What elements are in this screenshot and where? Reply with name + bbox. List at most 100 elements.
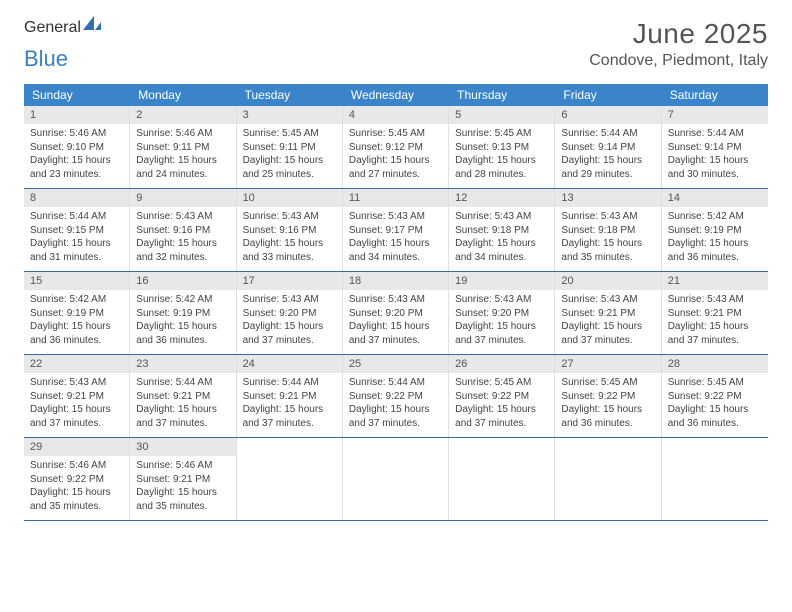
day-details: Sunrise: 5:42 AMSunset: 9:19 PMDaylight:… (662, 207, 768, 268)
daylight-line: Daylight: 15 hours and 36 minutes. (136, 320, 229, 347)
sunset-line: Sunset: 9:20 PM (243, 307, 336, 321)
calendar-cell: 24Sunrise: 5:44 AMSunset: 9:21 PMDayligh… (237, 355, 343, 437)
calendar-week: 29Sunrise: 5:46 AMSunset: 9:22 PMDayligh… (24, 438, 768, 521)
day-details: Sunrise: 5:43 AMSunset: 9:21 PMDaylight:… (24, 373, 129, 434)
day-number: 29 (24, 438, 129, 456)
calendar-cell (343, 438, 449, 520)
sunrise-line: Sunrise: 5:43 AM (455, 210, 548, 224)
daylight-line: Daylight: 15 hours and 35 minutes. (561, 237, 654, 264)
day-details: Sunrise: 5:43 AMSunset: 9:16 PMDaylight:… (130, 207, 235, 268)
calendar-cell: 26Sunrise: 5:45 AMSunset: 9:22 PMDayligh… (449, 355, 555, 437)
sunset-line: Sunset: 9:18 PM (455, 224, 548, 238)
location: Condove, Piedmont, Italy (589, 52, 768, 70)
sunset-line: Sunset: 9:10 PM (30, 141, 123, 155)
day-details: Sunrise: 5:44 AMSunset: 9:14 PMDaylight:… (555, 124, 660, 185)
daylight-line: Daylight: 15 hours and 36 minutes. (30, 320, 123, 347)
calendar-cell: 9Sunrise: 5:43 AMSunset: 9:16 PMDaylight… (130, 189, 236, 271)
day-details: Sunrise: 5:45 AMSunset: 9:22 PMDaylight:… (662, 373, 768, 434)
day-number: 30 (130, 438, 235, 456)
day-details: Sunrise: 5:42 AMSunset: 9:19 PMDaylight:… (130, 290, 235, 351)
daylight-line: Daylight: 15 hours and 29 minutes. (561, 154, 654, 181)
day-number: 16 (130, 272, 235, 290)
day-details: Sunrise: 5:46 AMSunset: 9:22 PMDaylight:… (24, 456, 129, 517)
sunset-line: Sunset: 9:13 PM (455, 141, 548, 155)
calendar-week: 22Sunrise: 5:43 AMSunset: 9:21 PMDayligh… (24, 355, 768, 438)
sunrise-line: Sunrise: 5:45 AM (243, 127, 336, 141)
sunset-line: Sunset: 9:21 PM (561, 307, 654, 321)
daylight-line: Daylight: 15 hours and 35 minutes. (30, 486, 123, 513)
day-header: Saturday (662, 84, 768, 106)
sunset-line: Sunset: 9:21 PM (136, 473, 229, 487)
day-number: 20 (555, 272, 660, 290)
logo-sail-icon (81, 14, 103, 37)
day-number: 14 (662, 189, 768, 207)
day-number: 6 (555, 106, 660, 124)
sunset-line: Sunset: 9:19 PM (136, 307, 229, 321)
sunrise-line: Sunrise: 5:43 AM (668, 293, 762, 307)
calendar-cell: 10Sunrise: 5:43 AMSunset: 9:16 PMDayligh… (237, 189, 343, 271)
day-details: Sunrise: 5:46 AMSunset: 9:21 PMDaylight:… (130, 456, 235, 517)
calendar-cell: 22Sunrise: 5:43 AMSunset: 9:21 PMDayligh… (24, 355, 130, 437)
day-details: Sunrise: 5:43 AMSunset: 9:18 PMDaylight:… (449, 207, 554, 268)
day-number: 17 (237, 272, 342, 290)
daylight-line: Daylight: 15 hours and 34 minutes. (349, 237, 442, 264)
day-number: 8 (24, 189, 129, 207)
calendar-cell: 28Sunrise: 5:45 AMSunset: 9:22 PMDayligh… (662, 355, 768, 437)
daylight-line: Daylight: 15 hours and 33 minutes. (243, 237, 336, 264)
sunset-line: Sunset: 9:21 PM (243, 390, 336, 404)
daylight-line: Daylight: 15 hours and 32 minutes. (136, 237, 229, 264)
sunrise-line: Sunrise: 5:43 AM (455, 293, 548, 307)
sunset-line: Sunset: 9:22 PM (455, 390, 548, 404)
day-number: 15 (24, 272, 129, 290)
calendar-cell: 30Sunrise: 5:46 AMSunset: 9:21 PMDayligh… (130, 438, 236, 520)
calendar-cell: 2Sunrise: 5:46 AMSunset: 9:11 PMDaylight… (130, 106, 236, 188)
day-header: Friday (555, 84, 661, 106)
day-number: 12 (449, 189, 554, 207)
calendar-cell: 6Sunrise: 5:44 AMSunset: 9:14 PMDaylight… (555, 106, 661, 188)
calendar-cell: 19Sunrise: 5:43 AMSunset: 9:20 PMDayligh… (449, 272, 555, 354)
daylight-line: Daylight: 15 hours and 24 minutes. (136, 154, 229, 181)
calendar-cell: 13Sunrise: 5:43 AMSunset: 9:18 PMDayligh… (555, 189, 661, 271)
calendar-cell: 23Sunrise: 5:44 AMSunset: 9:21 PMDayligh… (130, 355, 236, 437)
calendar-week: 15Sunrise: 5:42 AMSunset: 9:19 PMDayligh… (24, 272, 768, 355)
calendar-cell: 7Sunrise: 5:44 AMSunset: 9:14 PMDaylight… (662, 106, 768, 188)
calendar-cell: 8Sunrise: 5:44 AMSunset: 9:15 PMDaylight… (24, 189, 130, 271)
day-number: 27 (555, 355, 660, 373)
sunrise-line: Sunrise: 5:46 AM (30, 459, 123, 473)
sunset-line: Sunset: 9:22 PM (349, 390, 442, 404)
logo: General (24, 18, 105, 37)
sunrise-line: Sunrise: 5:43 AM (349, 293, 442, 307)
sunrise-line: Sunrise: 5:45 AM (455, 376, 548, 390)
day-details: Sunrise: 5:44 AMSunset: 9:15 PMDaylight:… (24, 207, 129, 268)
sunrise-line: Sunrise: 5:44 AM (349, 376, 442, 390)
sunset-line: Sunset: 9:11 PM (136, 141, 229, 155)
day-header: Thursday (449, 84, 555, 106)
sunset-line: Sunset: 9:21 PM (668, 307, 762, 321)
sunset-line: Sunset: 9:21 PM (30, 390, 123, 404)
calendar-week: 1Sunrise: 5:46 AMSunset: 9:10 PMDaylight… (24, 106, 768, 189)
calendar-cell: 5Sunrise: 5:45 AMSunset: 9:13 PMDaylight… (449, 106, 555, 188)
sunrise-line: Sunrise: 5:43 AM (243, 210, 336, 224)
sunrise-line: Sunrise: 5:44 AM (668, 127, 762, 141)
day-details: Sunrise: 5:45 AMSunset: 9:11 PMDaylight:… (237, 124, 342, 185)
calendar-cell (662, 438, 768, 520)
sunset-line: Sunset: 9:19 PM (30, 307, 123, 321)
sunrise-line: Sunrise: 5:42 AM (668, 210, 762, 224)
daylight-line: Daylight: 15 hours and 37 minutes. (243, 403, 336, 430)
calendar-cell: 29Sunrise: 5:46 AMSunset: 9:22 PMDayligh… (24, 438, 130, 520)
day-number: 19 (449, 272, 554, 290)
day-number: 21 (662, 272, 768, 290)
month-title: June 2025 (589, 18, 768, 50)
sunrise-line: Sunrise: 5:43 AM (349, 210, 442, 224)
calendar-cell (449, 438, 555, 520)
sunset-line: Sunset: 9:14 PM (668, 141, 762, 155)
sunset-line: Sunset: 9:17 PM (349, 224, 442, 238)
daylight-line: Daylight: 15 hours and 37 minutes. (455, 320, 548, 347)
day-details: Sunrise: 5:43 AMSunset: 9:18 PMDaylight:… (555, 207, 660, 268)
day-number: 5 (449, 106, 554, 124)
sunset-line: Sunset: 9:21 PM (136, 390, 229, 404)
sunset-line: Sunset: 9:22 PM (30, 473, 123, 487)
day-number: 9 (130, 189, 235, 207)
sunrise-line: Sunrise: 5:44 AM (243, 376, 336, 390)
calendar-cell: 1Sunrise: 5:46 AMSunset: 9:10 PMDaylight… (24, 106, 130, 188)
